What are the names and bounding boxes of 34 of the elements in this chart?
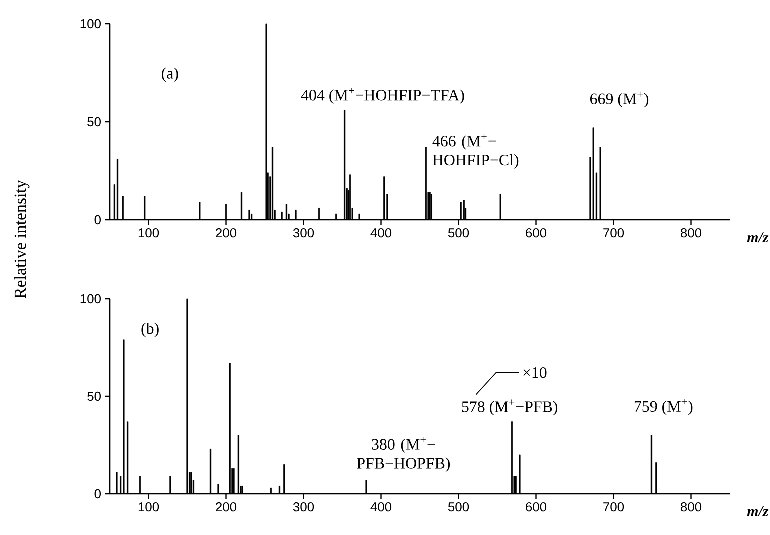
x-tick-label: 500 xyxy=(448,502,470,512)
annotation: ×10 xyxy=(524,367,547,378)
x-tick-label: 100 xyxy=(138,502,160,512)
annotation: 669 (M$^{+}$) xyxy=(590,92,649,108)
x-tick-label: 700 xyxy=(604,228,624,238)
y-tick-label: 100 xyxy=(80,294,101,304)
y-tick-label: 100 xyxy=(80,19,101,29)
y-tick-label: 50 xyxy=(88,117,101,127)
x-tick-label: 300 xyxy=(293,228,314,238)
y-tick-label: 0 xyxy=(94,489,101,499)
x-tick-label: 300 xyxy=(293,502,314,512)
y-tick-label: 50 xyxy=(88,392,101,402)
x-tick-label: 200 xyxy=(216,228,237,238)
x-tick-label: 400 xyxy=(370,228,392,238)
x-axis-title: m/z xyxy=(747,506,769,517)
x-tick-label: 500 xyxy=(448,228,470,238)
x-tick-label: 600 xyxy=(526,228,547,238)
annotation: 380 (M$^{+}$− PFB−HOPFB) xyxy=(357,437,450,472)
annotation: (b) xyxy=(142,322,159,338)
x-tick-label: 600 xyxy=(526,502,547,512)
x-tick-label: 200 xyxy=(216,502,237,512)
x-tick-label: 700 xyxy=(604,502,624,512)
annotation: (a) xyxy=(162,68,178,82)
x-tick-label: 800 xyxy=(681,228,702,238)
annotation: 578 (M$^{+}$−PFB) xyxy=(462,400,558,416)
x-tick-label: 400 xyxy=(370,502,392,512)
annotation: 466 (M$^{+}$− HOHFIP−Cl) xyxy=(432,134,519,169)
y-axis-title: Relative intensity xyxy=(14,180,30,299)
y-tick-label: 0 xyxy=(94,215,101,225)
x-tick-label: 800 xyxy=(681,502,702,512)
annotation: 759 (M$^{+}$) xyxy=(634,399,693,416)
x-tick-label: 100 xyxy=(138,228,160,238)
annotation: 404 (M$^{+}$−HOHFIP−TFA) xyxy=(301,88,464,104)
x-axis-title: m/z xyxy=(747,232,769,243)
